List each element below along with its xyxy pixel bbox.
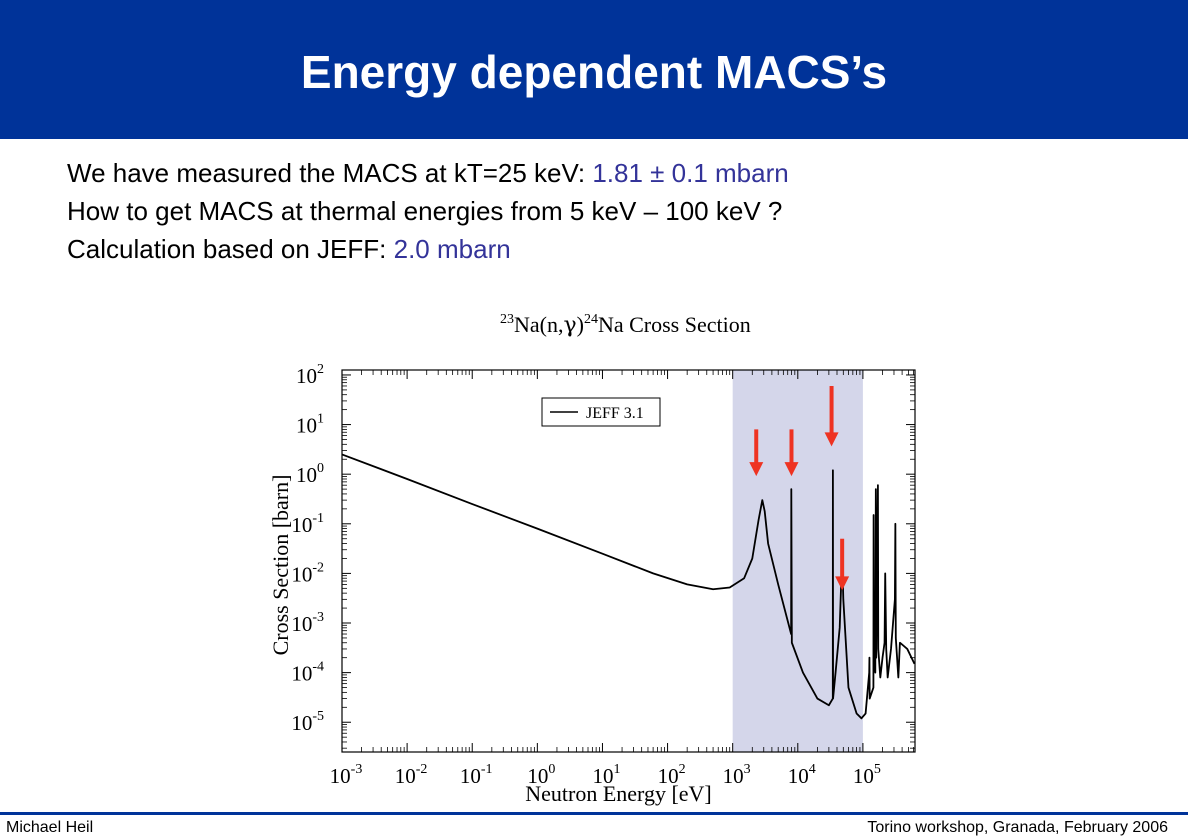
x-tick-label: 10-1 [460,762,493,788]
y-tick-label: 102 [296,362,324,388]
chart-svg: 10-3 10-2 10-1 100 101 102 103 104 105 10-5 10-4 10… [268,312,916,806]
legend-box [541,397,661,427]
y-tick-label: 10-5 [291,709,324,735]
body-line-2: How to get MACS at thermal energies from… [67,192,789,230]
arrow-head [749,462,764,477]
y-tick-label: 10-2 [291,560,324,586]
arrow-head [784,462,799,477]
x-tick-label: 10-3 [330,762,363,788]
x-tick-label: 100 [527,762,555,788]
body-line-3: Calculation based on JEFF: 2.0 mbarn [67,230,789,268]
y-tick-label: 10-1 [291,511,324,537]
body-line-3-value: 2.0 mbarn [393,234,511,264]
x-tick-label: 10-2 [395,762,428,788]
chart-title: 23Na(n,γ)24Na Cross Section [500,312,751,338]
y-tick-label: 100 [296,461,324,487]
y-tick-label: 101 [296,412,324,438]
body-line-1-text: We have measured the MACS at kT=25 keV: [67,158,593,188]
slide-body: We have measured the MACS at kT=25 keV: … [67,154,789,268]
body-line-3-text: Calculation based on JEFF: [67,234,394,264]
x-tick-label: 105 [853,762,881,788]
body-line-2-text: How to get MACS at thermal energies from… [67,196,783,226]
footer-author: Michael Heil [6,819,94,836]
body-line-1: We have measured the MACS at kT=25 keV: … [67,154,789,192]
footer-event: Torino workshop, Granada, February 2006 [867,819,1168,836]
x-tick-label: 104 [788,762,816,788]
series-line-jeff [342,453,915,720]
body-line-1-value: 1.81 ± 0.1 mbarn [592,158,789,188]
y-tick-label: 10-4 [291,660,324,686]
x-tick-label: 102 [658,762,686,788]
y-tick-label: 10-3 [291,610,324,636]
title-bar: Energy dependent MACS’s [0,0,1188,139]
arrow-head [835,576,850,591]
legend-label: JEFF 3.1 [586,405,644,422]
x-tick-label: 101 [592,762,620,788]
x-tick-label: 103 [723,762,751,788]
footer-rule [0,812,1188,815]
plot-frame [341,369,916,753]
arrow-head [824,432,839,447]
slide-title: Energy dependent MACS’s [300,46,888,98]
y-axis-label: Cross Section [barn] [268,475,293,656]
cross-section-chart: 10-3 10-2 10-1 100 101 102 103 104 105 10-5 10-4 10… [260,296,930,808]
x-axis-label: Neutron Energy [eV] [525,781,712,806]
